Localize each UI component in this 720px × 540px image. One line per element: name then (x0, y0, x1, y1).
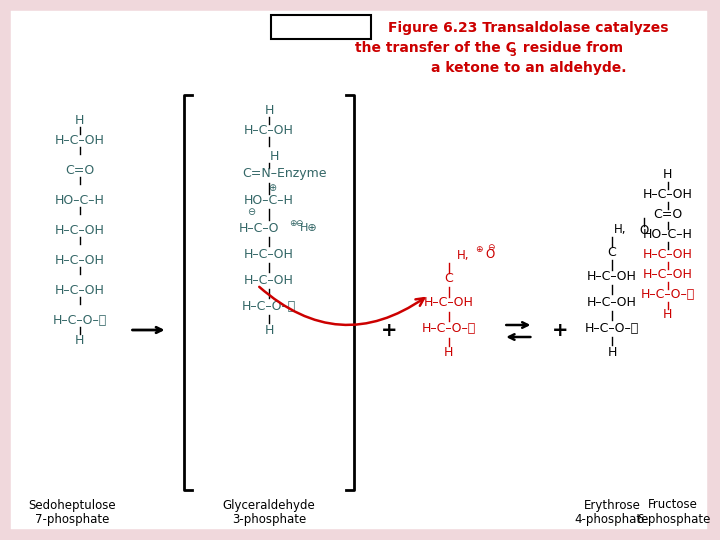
Text: H–C–OH: H–C–OH (643, 268, 693, 281)
Text: H: H (75, 334, 84, 347)
Text: residue from: residue from (518, 41, 624, 55)
Text: H–C–OH: H–C–OH (55, 253, 104, 267)
Text: H–C–OH: H–C–OH (244, 247, 294, 260)
Text: C: C (444, 273, 453, 286)
Text: Glyceraldehyde: Glyceraldehyde (222, 498, 315, 511)
Text: 4-phosphate: 4-phosphate (575, 514, 649, 526)
Text: H: H (444, 347, 454, 360)
Text: H–C–OH: H–C–OH (244, 273, 294, 287)
Text: H–C–OH: H–C–OH (55, 224, 104, 237)
Text: H: H (663, 168, 672, 181)
Text: H–C–OH: H–C–OH (55, 133, 104, 146)
Text: HO–C–H: HO–C–H (643, 228, 693, 241)
Text: H–C–OH: H–C–OH (55, 284, 104, 296)
Text: +: + (552, 321, 569, 340)
Text: ⊕: ⊕ (268, 183, 276, 193)
Text: ⊕: ⊕ (289, 219, 297, 228)
Text: H⊕: H⊕ (300, 223, 318, 233)
Text: O: O (486, 248, 495, 261)
Text: HO–C–H: HO–C–H (244, 193, 294, 206)
Text: the transfer of the C: the transfer of the C (356, 41, 516, 55)
Text: H–C–O–Ⓟ: H–C–O–Ⓟ (53, 314, 107, 327)
Text: 7-phosphate: 7-phosphate (35, 514, 109, 526)
Text: ⊖: ⊖ (295, 219, 303, 228)
Text: ⊖: ⊖ (487, 242, 494, 252)
Text: Transaldolase: Transaldolase (278, 21, 364, 33)
Text: H–C–O–Ⓟ: H–C–O–Ⓟ (421, 322, 476, 335)
Text: +: + (380, 321, 397, 340)
Text: H–C–O–Ⓟ: H–C–O–Ⓟ (242, 300, 296, 313)
Text: H,: H, (613, 224, 626, 237)
Text: H: H (75, 113, 84, 126)
Text: C=N–Enzyme: C=N–Enzyme (242, 167, 326, 180)
Text: H–C–OH: H–C–OH (587, 295, 637, 308)
Text: H: H (264, 104, 274, 117)
Text: H–C–OH: H–C–OH (643, 188, 693, 201)
Text: H–C–OH: H–C–OH (423, 296, 474, 309)
Text: H: H (663, 308, 672, 321)
Text: O: O (625, 224, 649, 237)
Text: H: H (264, 323, 274, 336)
Text: C=O: C=O (653, 208, 683, 221)
Text: H–C–O–Ⓟ: H–C–O–Ⓟ (585, 321, 639, 334)
Text: H: H (608, 346, 617, 359)
Text: C: C (608, 246, 616, 259)
Text: 6-phosphate: 6-phosphate (636, 514, 710, 526)
Text: Sedoheptulose: Sedoheptulose (28, 498, 116, 511)
Text: Figure 6.23 Transaldolase catalyzes: Figure 6.23 Transaldolase catalyzes (388, 21, 669, 35)
Text: H: H (269, 150, 279, 163)
Text: H–C–OH: H–C–OH (244, 124, 294, 137)
Text: H,: H, (457, 248, 469, 261)
Text: HO–C–H: HO–C–H (55, 193, 104, 206)
Text: Fructose: Fructose (648, 498, 698, 511)
Text: H–C–OH: H–C–OH (587, 269, 637, 282)
Text: a ketone to an aldehyde.: a ketone to an aldehyde. (431, 61, 626, 75)
Text: ⊕: ⊕ (474, 246, 482, 254)
Text: H–C–O–Ⓟ: H–C–O–Ⓟ (641, 288, 695, 301)
Text: H–C–OH: H–C–OH (643, 248, 693, 261)
Bar (271, 15, 371, 39)
Text: Erythrose: Erythrose (584, 498, 641, 511)
Text: 3-phosphate: 3-phosphate (232, 514, 306, 526)
Text: C=O: C=O (65, 164, 94, 177)
Text: H–C–O: H–C–O (239, 221, 279, 234)
FancyArrowPatch shape (259, 287, 424, 325)
Text: 3: 3 (510, 48, 516, 58)
Text: ⊖: ⊖ (247, 207, 256, 217)
